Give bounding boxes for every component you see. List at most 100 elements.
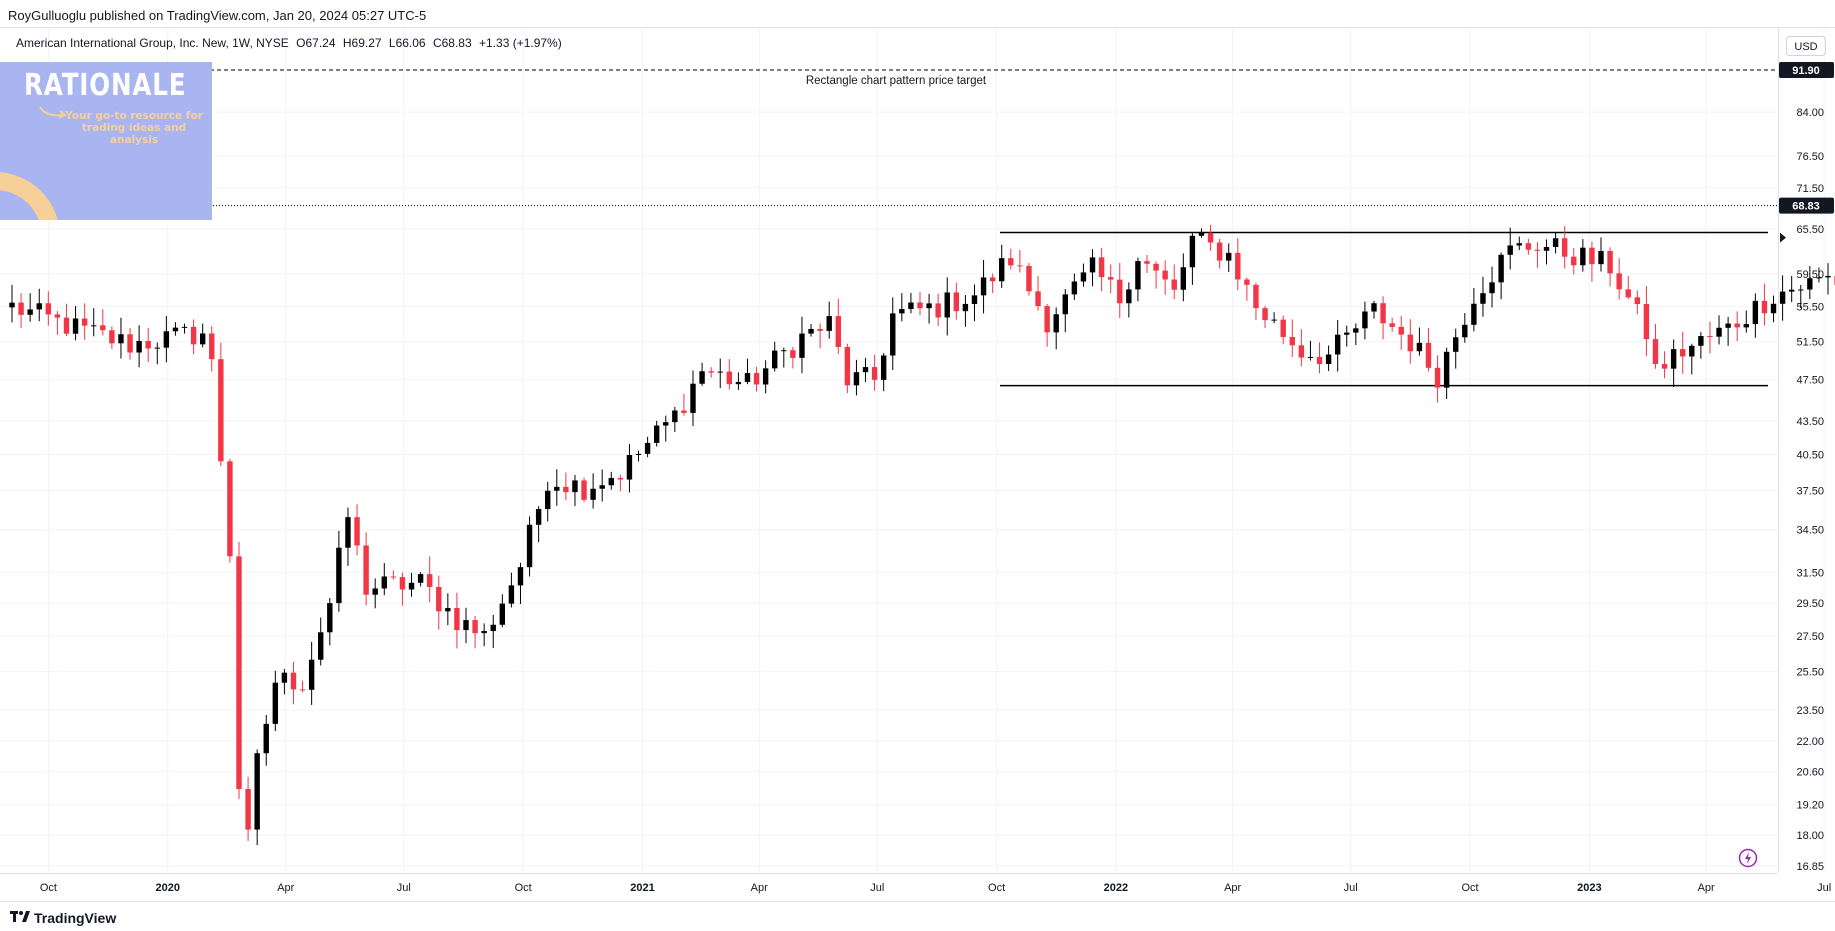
candle-body xyxy=(390,576,397,578)
candle-body xyxy=(499,603,506,625)
candle-body xyxy=(808,328,814,334)
candle-body xyxy=(545,490,551,509)
candle-body xyxy=(599,485,605,489)
candle-body xyxy=(1198,232,1205,236)
candle-body xyxy=(617,477,624,480)
candle-body xyxy=(1253,284,1259,309)
candle-body xyxy=(1235,252,1241,280)
candle-body xyxy=(1380,303,1386,324)
tradingview-logo-icon[interactable] xyxy=(10,911,30,923)
symbol-legend[interactable]: American International Group, Inc. New, … xyxy=(16,36,566,50)
candle-body xyxy=(554,486,560,491)
candle-body xyxy=(635,453,642,456)
candle-body xyxy=(1462,324,1468,338)
time-tick-label: Apr xyxy=(1224,882,1241,894)
candle-body xyxy=(999,258,1005,282)
time-tick-label: 2023 xyxy=(1577,882,1601,894)
candle-body xyxy=(690,383,696,413)
candle-body xyxy=(81,318,88,326)
candle-body xyxy=(1480,293,1486,304)
candle-body xyxy=(9,302,15,308)
candle-body xyxy=(1126,289,1132,304)
currency-button[interactable]: USD xyxy=(1786,36,1826,56)
candle-body xyxy=(1743,324,1749,328)
candle-body xyxy=(862,367,869,373)
price-axis[interactable] xyxy=(1778,28,1835,873)
candle-body xyxy=(935,303,941,318)
candle-body xyxy=(1734,323,1740,328)
price-tick-label: 31.50 xyxy=(1796,567,1824,579)
candle-body xyxy=(590,488,596,500)
candle-body xyxy=(1053,314,1059,333)
candle-body xyxy=(1216,242,1223,261)
candle-body xyxy=(18,302,24,315)
ohlc-high: H69.27 xyxy=(342,36,382,50)
candle-body xyxy=(327,603,333,633)
watermark-title: RATIONALE xyxy=(24,68,187,103)
price-tick-label: 51.50 xyxy=(1796,337,1824,349)
candle-body xyxy=(1008,258,1014,266)
candle-body xyxy=(1525,243,1532,250)
candle-body xyxy=(844,347,851,386)
candle-body xyxy=(1107,277,1114,280)
candle-body xyxy=(1788,289,1795,292)
price-tick-label: 20.60 xyxy=(1796,767,1824,779)
chart-canvas[interactable]: 16.85 18.00 19.20 20.60 22.00 23.50 25.50 27.50… xyxy=(0,28,1835,901)
candle-body xyxy=(163,331,170,348)
publish-header: RoyGulluoglu published on TradingView.co… xyxy=(0,0,1835,28)
curved-arrow-icon xyxy=(39,106,67,119)
candle-body xyxy=(1089,257,1096,273)
candle-body xyxy=(980,277,987,296)
candle-body xyxy=(299,689,306,691)
candle-body xyxy=(1062,294,1068,315)
candle-body xyxy=(535,508,542,525)
candle-body xyxy=(1589,247,1595,265)
tradingview-brand[interactable]: TradingView xyxy=(34,910,117,926)
candle-body xyxy=(127,334,133,353)
candle-body xyxy=(417,574,424,583)
candle-body xyxy=(1117,279,1123,304)
lightning-icon[interactable] xyxy=(1738,848,1758,868)
price-tick-label: 40.50 xyxy=(1796,449,1824,461)
candle-body xyxy=(45,303,52,315)
rationale-watermark: RATIONALE Your go-to resource for tradin… xyxy=(0,62,212,220)
candle-body xyxy=(136,340,142,353)
candle-body xyxy=(1580,247,1586,266)
candle-body xyxy=(481,631,487,634)
candle-body xyxy=(1680,349,1686,357)
symbol-name[interactable]: American International Group, Inc. New, … xyxy=(16,36,289,50)
target-label: Rectangle chart pattern price target xyxy=(806,75,987,87)
time-tick-label: Oct xyxy=(40,882,57,894)
candle-body xyxy=(799,333,805,358)
candle-body xyxy=(1516,243,1522,246)
candle-body xyxy=(408,582,415,590)
candle-body xyxy=(572,480,578,493)
candle-body xyxy=(899,309,905,314)
candle-body xyxy=(753,373,760,385)
candle-body xyxy=(962,303,969,312)
candle-body xyxy=(672,410,678,423)
candle-body xyxy=(354,517,360,546)
candle-body xyxy=(436,586,442,612)
candle-body xyxy=(172,327,179,332)
price-tick-label: 19.20 xyxy=(1796,800,1824,812)
price-change: +1.33 (+1.97%) xyxy=(479,36,562,50)
candle-body xyxy=(1035,291,1041,307)
candle-body xyxy=(917,302,923,309)
price-tick-label: 34.50 xyxy=(1796,525,1824,537)
candle-body xyxy=(1362,311,1368,329)
candle-body xyxy=(1561,238,1568,257)
price-markers: 91.90 68.83 xyxy=(1779,62,1834,243)
ohlc-low: L66.06 xyxy=(388,36,426,50)
candle-body xyxy=(1144,261,1150,264)
candle-body xyxy=(372,588,378,595)
price-arrow-icon[interactable] xyxy=(1780,232,1786,243)
candle-body xyxy=(1044,306,1050,333)
price-tick-label: 47.50 xyxy=(1796,375,1824,387)
price-tick-label: 16.85 xyxy=(1796,861,1824,873)
ohlc-open: O67.24 xyxy=(296,36,336,50)
time-axis[interactable] xyxy=(0,873,1778,901)
candle-body xyxy=(1625,289,1631,298)
candle-body xyxy=(953,292,960,312)
candle-body xyxy=(1226,252,1232,261)
